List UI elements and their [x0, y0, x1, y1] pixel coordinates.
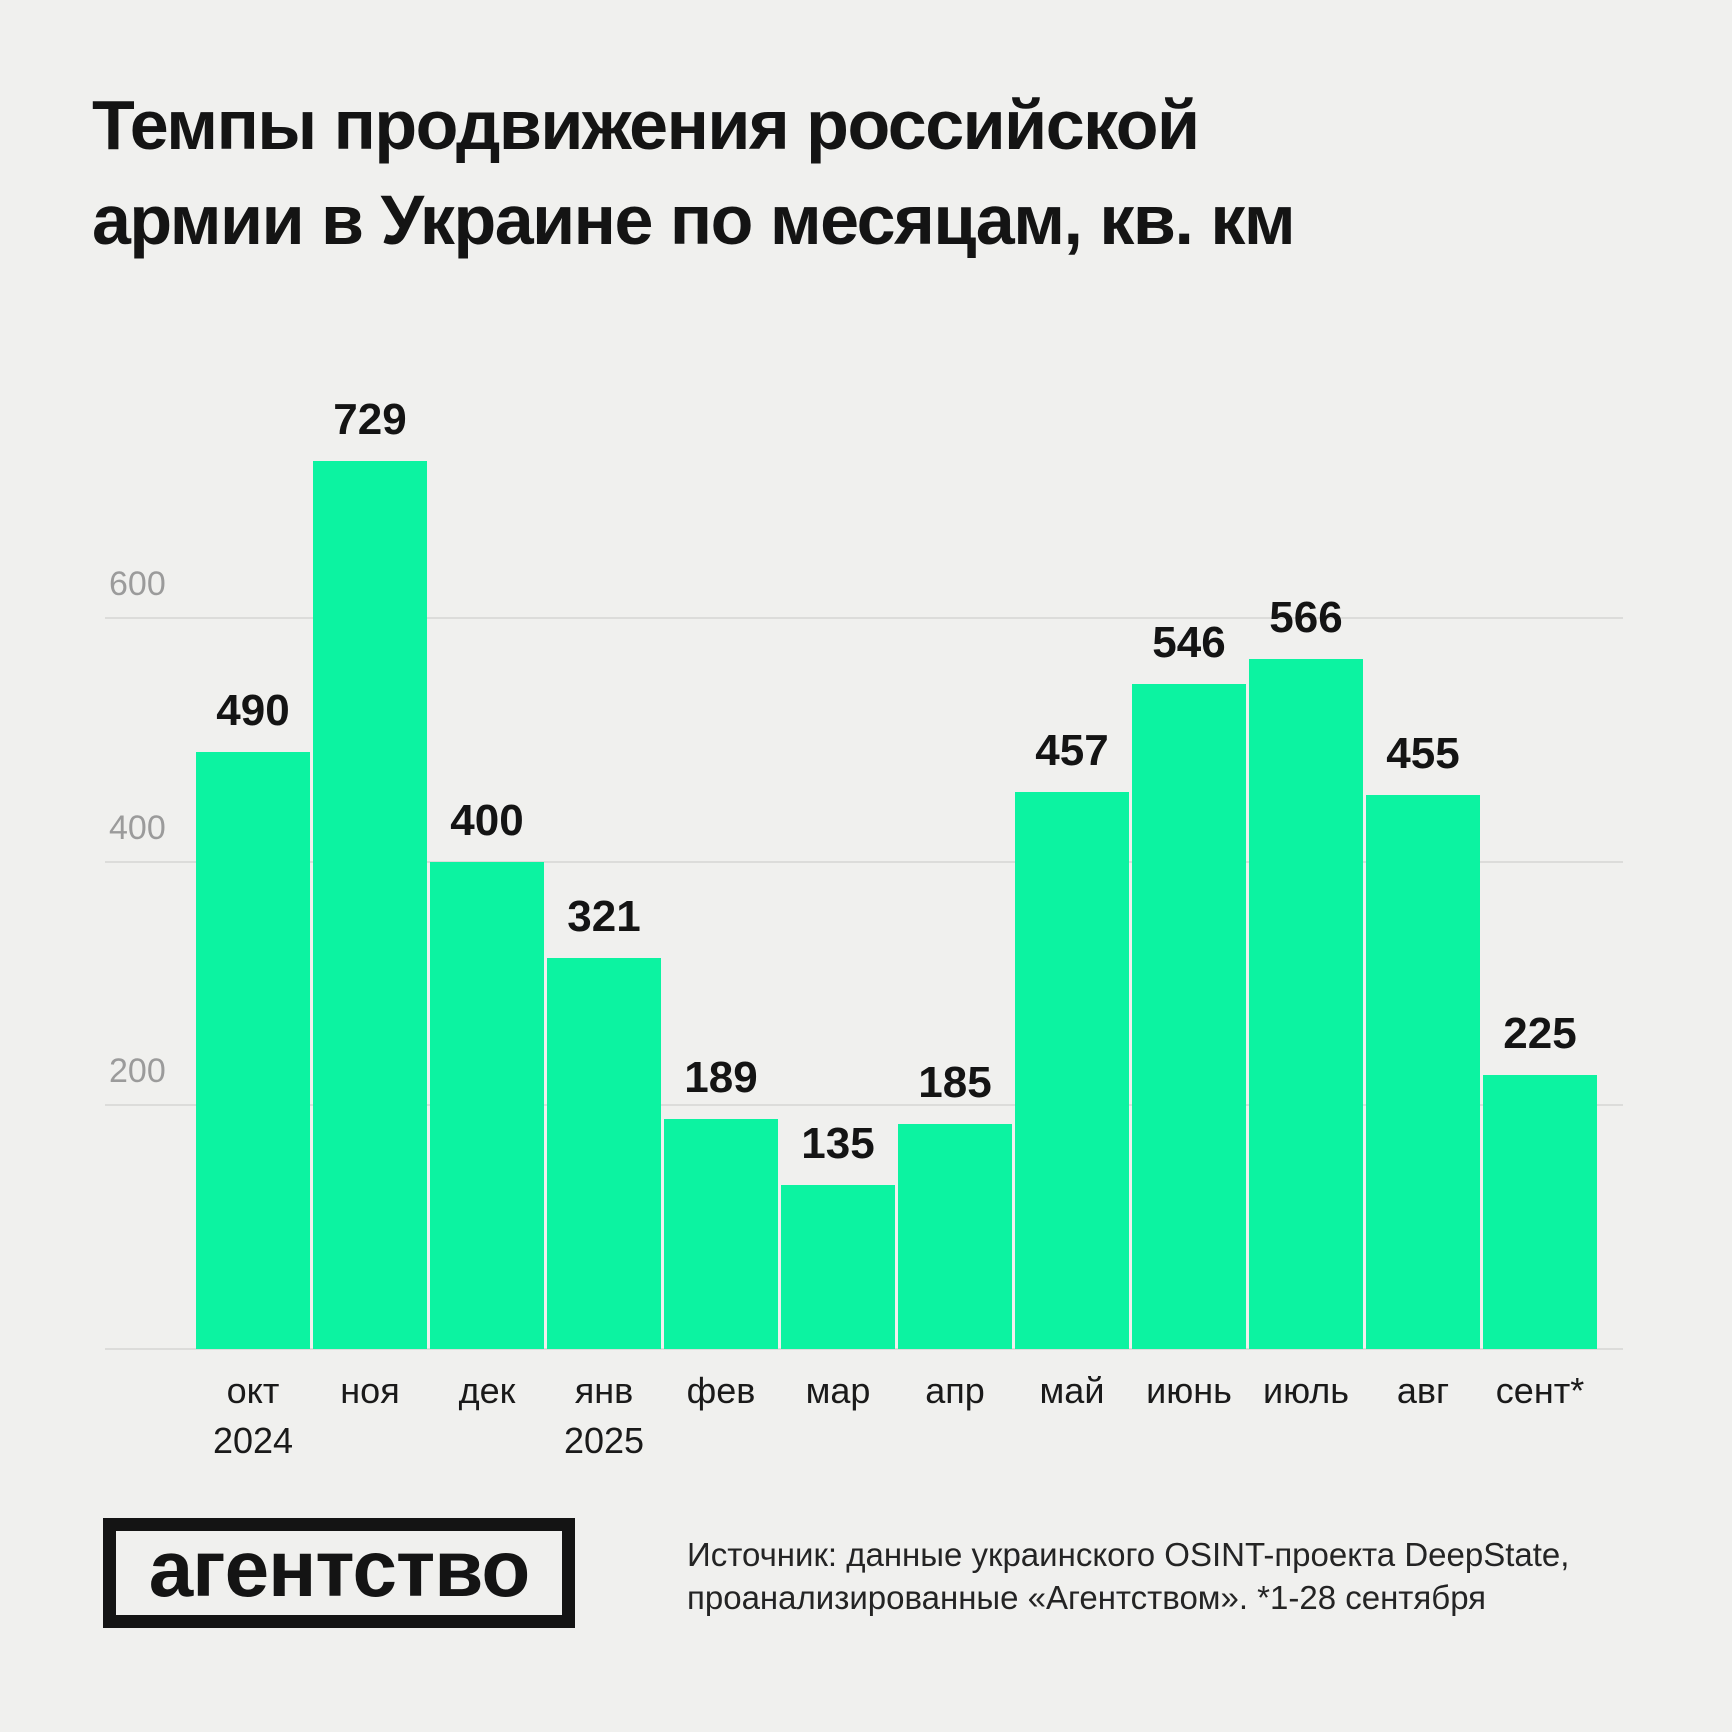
- bar: [196, 752, 310, 1349]
- x-axis-baseline: [105, 1348, 1623, 1350]
- x-tick-label: май: [1039, 1370, 1105, 1411]
- bar-value-label: 225: [1503, 1008, 1577, 1058]
- bar: [313, 460, 427, 1349]
- gridline: [105, 860, 1623, 863]
- bar-value-label: 546: [1152, 617, 1226, 667]
- y-tick-label: 200: [109, 1052, 166, 1091]
- gridline: [105, 1104, 1623, 1107]
- x-tick-label: мар: [805, 1370, 871, 1411]
- bar: [1483, 1074, 1597, 1349]
- bar-value-label: 135: [801, 1118, 875, 1168]
- bar-value-label: 321: [567, 891, 641, 941]
- bar-value-label: 490: [216, 686, 290, 736]
- x-tick-label: сент*: [1495, 1370, 1585, 1411]
- x-tick-label: янв: [574, 1370, 634, 1411]
- x-tick-label: июль: [1262, 1370, 1350, 1411]
- bar-value-label: 189: [684, 1052, 758, 1102]
- bar: [664, 1118, 778, 1349]
- chart-title: Темпы продвижения российской армии в Укр…: [92, 86, 1296, 259]
- bar: [1132, 683, 1246, 1349]
- gridline: [105, 617, 1623, 619]
- bar-value-label: 566: [1269, 593, 1343, 643]
- y-tick-label: 400: [109, 808, 166, 847]
- x-tick-label: окт: [226, 1370, 280, 1411]
- source-note: Источник: данные украинского OSINT-проек…: [687, 1536, 1570, 1616]
- x-tick-label: ноя: [340, 1370, 400, 1411]
- bar-value-label: 729: [333, 394, 407, 444]
- x-tick-label: авг: [1396, 1370, 1450, 1411]
- year-label: 2024: [212, 1420, 294, 1461]
- x-tick-label: апр: [925, 1370, 985, 1411]
- bar-value-label: 400: [450, 795, 524, 845]
- year-label: 2025: [563, 1420, 645, 1461]
- bar-value-label: 457: [1035, 726, 1109, 776]
- bar: [1249, 659, 1363, 1349]
- x-tick-label: фев: [686, 1370, 756, 1411]
- bar: [1015, 792, 1129, 1349]
- y-tick-label: 600: [109, 565, 166, 603]
- bar-value-label: 185: [918, 1057, 992, 1107]
- bar: [781, 1184, 895, 1349]
- agentstvo-logo: агентство: [103, 1518, 575, 1628]
- x-tick-label: июнь: [1146, 1370, 1232, 1411]
- bar: [430, 861, 544, 1349]
- bar: [1366, 794, 1480, 1349]
- bar: [547, 957, 661, 1349]
- bar-value-label: 455: [1386, 728, 1460, 778]
- x-tick-label: дек: [458, 1370, 516, 1411]
- agentstvo-logo-text: агентство: [148, 1524, 530, 1613]
- bar: [898, 1123, 1012, 1349]
